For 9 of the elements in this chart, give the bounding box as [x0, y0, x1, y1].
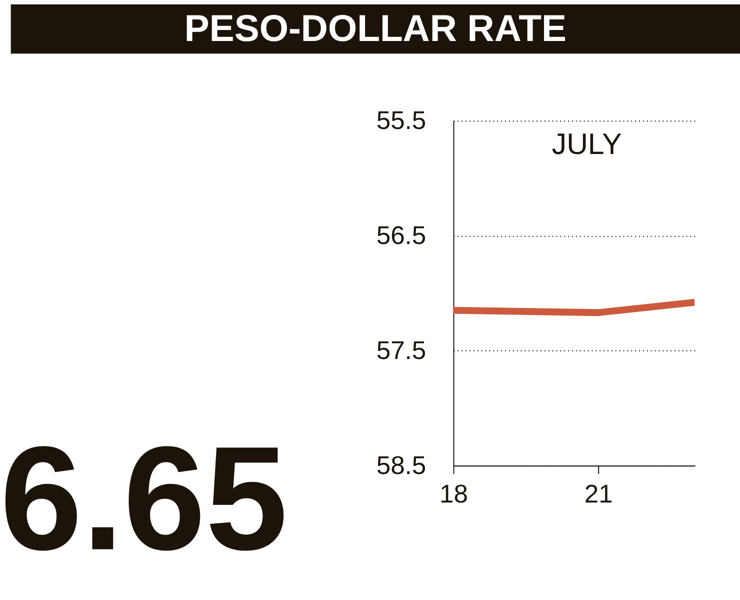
annotation: JULY — [552, 128, 622, 162]
chart-title: PESO-DOLLAR RATE — [184, 6, 566, 49]
y-tick-label: 58.5 — [376, 452, 426, 480]
x-tick-label: 21 — [584, 480, 613, 508]
y-tick-label: 57.5 — [376, 336, 426, 365]
text: 6.65 — [0, 416, 288, 582]
y-tick-label: 56.5 — [376, 222, 426, 250]
y-tick-label: 55.5 — [376, 107, 426, 136]
x-tick-label: 18 — [440, 480, 468, 508]
